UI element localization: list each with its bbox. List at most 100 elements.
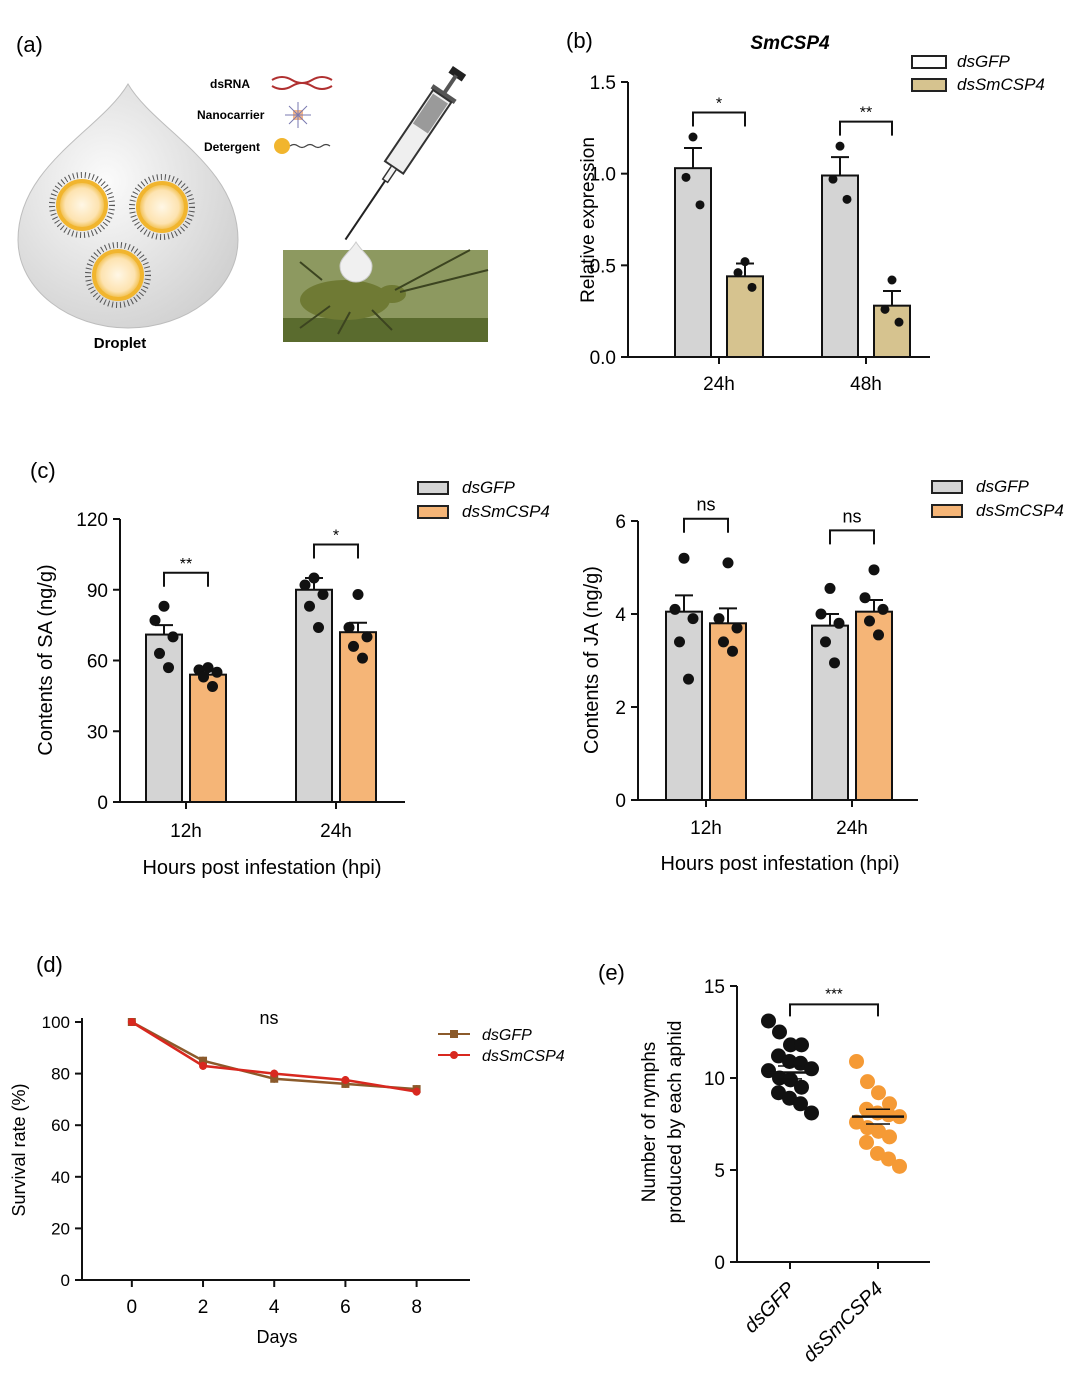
data-point-dssmcsp4 (199, 1061, 208, 1070)
significance-bracket (789, 1003, 879, 1017)
data-point (783, 1037, 798, 1053)
y-tick-label: 5 (714, 1161, 725, 1182)
chart-e-ylabel-line2: produced by each aphid (665, 1021, 686, 1224)
panel-b: (b) SmCSP4 Relative expression 0.0 0.5 1.0… (566, 28, 1045, 395)
data-point (835, 141, 845, 151)
data-point (871, 1085, 886, 1101)
data-point (681, 172, 691, 182)
data-point-dssmcsp4 (412, 1087, 421, 1096)
data-point (859, 1134, 874, 1150)
bar-dsgfp (145, 633, 183, 804)
data-point (695, 200, 705, 210)
chart-b-legend: dsGFP dsSmCSP4 (911, 52, 1045, 94)
legend-nanocarrier-label: Nanocarrier (197, 108, 265, 122)
data-point (687, 613, 699, 625)
data-point (713, 613, 725, 625)
data-point (740, 257, 750, 267)
data-point-dssmcsp4 (341, 1076, 350, 1085)
chart-ja-legend: dsGFP dsSmCSP4 (931, 477, 1064, 520)
y-tick-label: 0 (714, 1253, 725, 1274)
panel-a-label: (a) (16, 32, 43, 57)
data-point (198, 671, 209, 683)
data-point (859, 592, 871, 604)
y-tick-label: 120 (76, 510, 108, 531)
data-point (357, 652, 368, 664)
data-point-dsgfp (199, 1056, 208, 1065)
y-tick-label: 80 (51, 1065, 70, 1084)
x-tick-label: 8 (411, 1297, 422, 1318)
y-tick-label: 10 (704, 1069, 725, 1090)
x-tick-label: 24h (320, 821, 352, 842)
y-tick-label: 100 (42, 1013, 70, 1032)
x-tick-label: 48h (850, 374, 882, 395)
legend-swatch-dsgfp (931, 480, 963, 494)
y-tick-label: 1.0 (590, 165, 616, 186)
syringe-icon (344, 65, 467, 241)
legend-label-dsgfp: dsGFP (462, 478, 516, 497)
y-tick-label: 4 (615, 605, 626, 626)
panel-b-label: (b) (566, 28, 593, 53)
x-tick-label: 12h (170, 821, 202, 842)
chart-e-ylabel-line1: Number of nymphs (639, 1042, 660, 1203)
y-tick-label: 0 (615, 791, 626, 812)
x-tick-label: 24h (836, 818, 868, 839)
x-tick-label: 2 (198, 1297, 209, 1318)
data-point (892, 1158, 907, 1174)
data-point (361, 631, 373, 643)
significance-label: ** (860, 105, 872, 122)
data-point (718, 636, 729, 648)
legend-dsrna-label: dsRNA (210, 77, 250, 91)
panel-d: (d) Survival rate (%) Days ns 0204060801… (9, 952, 565, 1347)
legend-label-dssmcsp4: dsSmCSP4 (976, 501, 1064, 520)
data-point (163, 662, 174, 674)
y-tick-label: 0.5 (590, 256, 616, 277)
legend-label-dssmcsp4: dsSmCSP4 (462, 502, 550, 521)
x-tick-label: dsSmCSP4 (799, 1278, 888, 1367)
data-point (882, 1129, 897, 1145)
data-point (894, 317, 904, 327)
data-point (313, 621, 324, 633)
legend-swatch-dssmcsp4 (911, 78, 947, 92)
data-point (783, 1072, 798, 1088)
chart-d-xlabel: Days (256, 1327, 297, 1347)
legend-detergent-label: Detergent (204, 140, 260, 154)
data-point (678, 552, 690, 564)
chart-d-plot: 0 20 40 60 80 100 0 2 4 6 8 (42, 1013, 470, 1318)
data-point (688, 132, 698, 142)
data-point (722, 557, 734, 569)
data-point (167, 631, 179, 643)
data-point (860, 1074, 875, 1090)
bar-dsgfp (821, 174, 859, 358)
x-tick-label: dsGFP (740, 1278, 800, 1338)
significance-label: * (716, 96, 722, 113)
data-point (727, 645, 738, 657)
y-tick-label: 15 (704, 977, 725, 998)
y-tick-label: 60 (87, 652, 108, 673)
significance-bracket (163, 571, 209, 587)
data-point (761, 1063, 776, 1079)
data-point (149, 614, 161, 626)
nanocarrier-capsule-icon (85, 242, 151, 308)
data-point (158, 600, 170, 612)
data-point (880, 304, 890, 314)
chart-ja-ylabel: Contents of JA (ng/g) (581, 566, 603, 754)
chart-d-ylabel: Survival rate (%) (9, 1083, 29, 1216)
data-point (154, 647, 165, 659)
chart-b-plot: 0.0 0.5 1.0 1.5 24h * 48h ** (590, 73, 930, 395)
data-point (211, 666, 223, 678)
legend-swatch-dsgfp (417, 481, 449, 495)
significance-label: * (333, 527, 339, 544)
data-point (343, 621, 355, 633)
y-tick-label: 90 (87, 581, 108, 602)
x-tick-label: 6 (340, 1297, 351, 1318)
significance-label: *** (825, 985, 843, 1002)
data-point (829, 657, 840, 669)
bar-dsgfp (295, 588, 333, 803)
droplet-illustration: Droplet (17, 83, 239, 352)
y-tick-label: 0 (61, 1271, 70, 1290)
y-tick-label: 40 (51, 1168, 70, 1187)
x-tick-label: 12h (690, 818, 722, 839)
bar-dssmcsp4 (726, 275, 764, 359)
data-point (804, 1061, 819, 1077)
